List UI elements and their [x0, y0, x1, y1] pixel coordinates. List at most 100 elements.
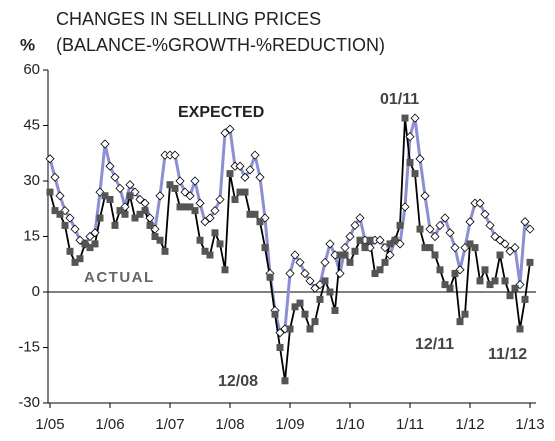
- marker: [281, 377, 289, 385]
- marker: [156, 236, 164, 244]
- marker: [326, 288, 334, 296]
- marker: [310, 283, 320, 293]
- marker: [381, 258, 389, 266]
- marker: [421, 244, 429, 252]
- marker: [70, 224, 80, 234]
- marker: [195, 198, 205, 208]
- marker: [386, 240, 394, 248]
- annotation: 11/12: [488, 346, 527, 363]
- marker: [436, 266, 444, 274]
- x-tick-label: 1/13: [515, 416, 544, 433]
- marker: [375, 235, 385, 245]
- marker: [276, 344, 284, 351]
- marker: [405, 132, 415, 142]
- marker: [180, 187, 190, 197]
- marker: [275, 328, 285, 338]
- marker: [371, 270, 379, 277]
- marker: [171, 184, 179, 192]
- marker: [491, 277, 499, 285]
- marker: [175, 176, 185, 186]
- marker: [241, 188, 249, 196]
- marker: [96, 214, 104, 222]
- marker: [251, 210, 259, 218]
- marker: [231, 196, 239, 203]
- marker: [415, 154, 425, 164]
- marker: [235, 161, 245, 171]
- marker: [91, 240, 99, 248]
- marker: [301, 310, 309, 318]
- x-tick-label: 1/06: [95, 416, 124, 433]
- marker: [56, 210, 64, 218]
- marker: [366, 236, 374, 244]
- marker: [385, 250, 395, 260]
- x-tick-label: 1/10: [335, 416, 364, 433]
- marker: [525, 224, 535, 234]
- y-tick-label: -15: [18, 338, 40, 355]
- marker: [501, 277, 509, 285]
- annotation: 12/08: [218, 373, 258, 390]
- marker: [176, 203, 184, 211]
- marker: [110, 172, 120, 182]
- marker: [125, 180, 135, 190]
- marker: [490, 231, 500, 242]
- marker: [271, 310, 279, 318]
- marker: [46, 188, 54, 196]
- marker: [266, 273, 274, 281]
- x-tick-label: 1/05: [35, 416, 64, 433]
- marker: [485, 220, 495, 230]
- marker: [440, 213, 450, 223]
- marker: [480, 209, 490, 219]
- x-tick-label: 1/08: [215, 416, 244, 433]
- marker: [316, 295, 324, 303]
- y-tick-label: 30: [23, 172, 40, 189]
- x-tick-label: 1/07: [155, 416, 184, 433]
- marker: [85, 231, 95, 242]
- marker: [286, 325, 294, 333]
- marker: [481, 266, 489, 274]
- marker: [105, 161, 115, 171]
- marker: [520, 217, 530, 227]
- marker: [471, 244, 479, 252]
- marker: [255, 172, 265, 182]
- marker: [331, 307, 339, 314]
- marker: [206, 251, 214, 259]
- marker: [155, 191, 165, 201]
- marker: [456, 318, 464, 326]
- marker: [466, 240, 474, 248]
- chart-subtitle: (BALANCE-%GROWTH-%REDUCTION): [56, 35, 385, 55]
- series-label: ACTUAL: [84, 269, 155, 286]
- marker: [521, 295, 529, 303]
- marker: [290, 250, 300, 260]
- marker: [236, 188, 244, 196]
- marker: [76, 255, 84, 263]
- x-tick-label: 1/11: [396, 416, 424, 433]
- marker: [451, 270, 459, 277]
- marker: [486, 281, 494, 289]
- chart-title: CHANGES IN SELLING PRICES: [56, 9, 321, 29]
- marker: [325, 239, 335, 249]
- marker: [396, 221, 404, 229]
- marker: [181, 203, 189, 211]
- marker: [225, 124, 235, 134]
- marker: [295, 257, 305, 267]
- marker: [376, 266, 384, 274]
- marker: [500, 239, 510, 249]
- marker: [435, 220, 445, 230]
- marker: [516, 325, 524, 333]
- marker: [51, 207, 59, 215]
- marker: [346, 258, 354, 266]
- marker: [495, 235, 505, 245]
- marker: [136, 210, 144, 218]
- marker: [350, 220, 360, 230]
- marker: [90, 228, 100, 238]
- marker: [291, 303, 299, 311]
- marker: [431, 251, 439, 259]
- marker: [86, 244, 94, 252]
- marker: [356, 236, 364, 244]
- marker: [496, 251, 504, 259]
- marker: [341, 251, 349, 259]
- marker: [65, 213, 75, 223]
- marker: [141, 207, 149, 215]
- marker: [345, 231, 355, 242]
